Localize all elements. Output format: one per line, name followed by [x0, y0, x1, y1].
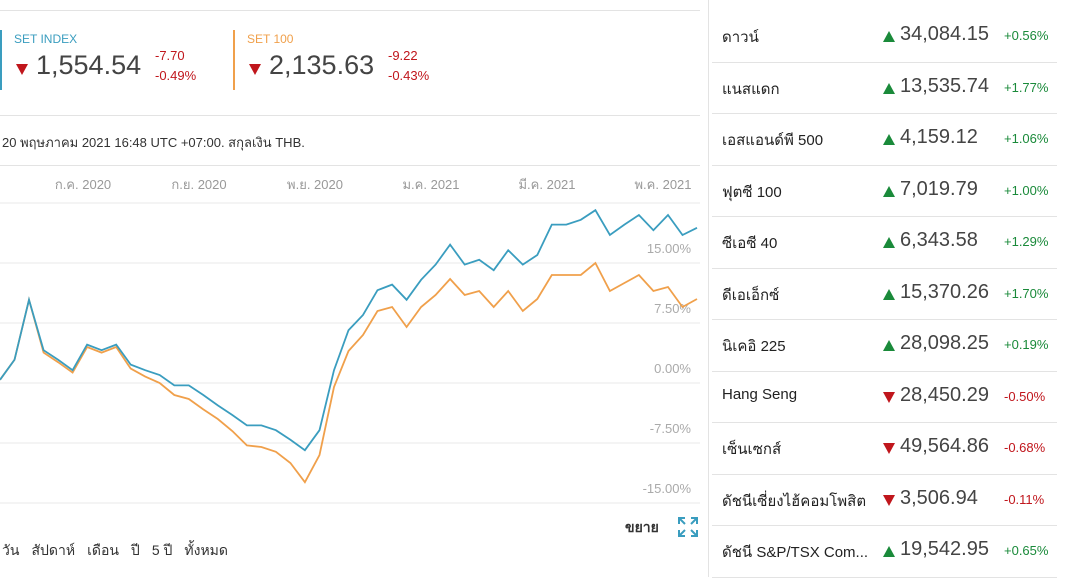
market-change: +0.65% [1004, 543, 1049, 558]
index-change-pct: -0.49% [155, 68, 197, 83]
market-change: +1.00% [1004, 182, 1049, 198]
market-change: +1.77% [1004, 79, 1049, 95]
market-row[interactable]: นิเคอิ 225 28,098.25 +0.19% [712, 319, 1057, 372]
market-row[interactable]: ดาวน์ 34,084.15 +0.56% [712, 10, 1057, 63]
direction-arrow [883, 443, 895, 454]
chart: 15.00% 7.50% 0.00% -7.50% -15.00% ก.ค. 2020 ก.… [0, 165, 700, 504]
direction-arrow [883, 185, 895, 197]
market-name: แนสแดก [722, 80, 780, 98]
y-tick-label: 0.00% [654, 361, 691, 376]
direction-arrow [883, 134, 895, 145]
market-name: ดัชนี S&P/TSX Com... [722, 544, 869, 561]
direction-arrow [883, 494, 895, 506]
direction-arrow [16, 64, 28, 75]
expand-glyph [678, 517, 698, 537]
divider [0, 10, 700, 11]
range-tab[interactable]: ทั้งหมด [184, 542, 228, 558]
range-tab[interactable]: 5 ปี [151, 542, 173, 558]
market-value: 15,370.26 [900, 280, 989, 303]
series-line [0, 261, 698, 484]
direction-arrow [883, 340, 895, 351]
market-row[interactable]: แนสแดก 13,535.74 +1.77% [712, 62, 1057, 114]
market-name: Hang Seng [722, 385, 798, 403]
index-bar [0, 30, 2, 90]
direction-arrow [883, 391, 895, 403]
series-line [0, 208, 698, 452]
market-row[interactable]: เอสแอนด์พี 500 4,159.12 +1.06% [712, 113, 1057, 166]
market-row[interactable]: เซ็นเซกส์ 49,564.86 -0.68% [712, 422, 1057, 475]
expand-icon[interactable] [677, 516, 699, 538]
direction-arrow [883, 546, 895, 557]
market-change: +0.19% [1004, 337, 1049, 352]
index-value: 1,554.54 [36, 50, 142, 80]
market-name: เซ็นเซกส์ [722, 441, 782, 458]
market-change: -0.50% [1004, 388, 1046, 404]
market-change: +0.56% [1004, 28, 1049, 43]
divider [708, 0, 709, 577]
market-name: เอสแอนด์พี 500 [722, 132, 824, 149]
direction-arrow [883, 82, 895, 94]
market-change: -0.68% [1004, 440, 1046, 455]
expand-button[interactable]: ขยาย [625, 519, 659, 535]
market-value: 7,019.79 [900, 177, 978, 200]
market-row[interactable]: ซีเอซี 40 6,343.58 +1.29% [712, 216, 1057, 269]
index-name: SET INDEX [14, 32, 78, 46]
index-change: -7.70 [155, 48, 185, 63]
market-value: 28,450.29 [900, 383, 989, 406]
x-tick-label: มี.ค. 2021 [518, 177, 575, 192]
y-tick-label: -15.00% [643, 481, 692, 496]
market-row[interactable]: ดัชนีเซี่ยงไฮ้คอมโพสิต 3,506.94 -0.11% [712, 474, 1057, 526]
index-value: 2,135.63 [269, 50, 375, 80]
market-row[interactable]: Hang Seng 28,450.29 -0.50% [712, 371, 1057, 423]
x-tick-label: ก.ย. 2020 [171, 177, 226, 192]
market-name: นิเคอิ 225 [722, 338, 786, 355]
x-tick-label: พ.ย. 2020 [287, 177, 343, 192]
market-value: 49,564.86 [900, 435, 989, 457]
direction-arrow [883, 31, 895, 42]
market-value: 34,084.15 [900, 23, 989, 45]
range-tab[interactable]: ปี [130, 542, 140, 558]
market-value: 6,343.58 [900, 229, 978, 251]
market-name: ดาวน์ [722, 29, 759, 46]
range-tab[interactable]: สัปดาห์ [31, 542, 76, 558]
y-tick-label: -7.50% [650, 421, 692, 436]
direction-arrow [883, 237, 895, 248]
market-name: ซีเอซี 40 [722, 235, 778, 252]
timestamp: 20 พฤษภาคม 2021 16:48 UTC +07:00. สกุลเง… [2, 135, 305, 150]
range-tab[interactable]: เดือน [87, 542, 119, 558]
market-value: 13,535.74 [900, 74, 989, 97]
y-tick-label: 7.50% [654, 301, 691, 316]
market-row[interactable]: ดีเอเอ็กซ์ 15,370.26 +1.70% [712, 268, 1057, 320]
index-change: -9.22 [388, 48, 418, 63]
x-tick-label: ก.ค. 2020 [55, 177, 111, 192]
x-tick-label: ม.ค. 2021 [402, 177, 459, 192]
market-change: +1.29% [1004, 234, 1049, 249]
market-row[interactable]: ดัชนี S&P/TSX Com... 19,542.95 +0.65% [712, 525, 1057, 578]
direction-arrow [249, 64, 261, 75]
market-name: ดีเอเอ็กซ์ [722, 286, 780, 304]
market-change: +1.70% [1004, 285, 1049, 301]
market-name: ดัชนีเซี่ยงไฮ้คอมโพสิต [722, 492, 867, 510]
market-value: 3,506.94 [900, 486, 978, 509]
market-row[interactable]: ฟุตซี 100 7,019.79 +1.00% [712, 165, 1057, 217]
index-bar [233, 30, 235, 90]
index-name: SET 100 [247, 32, 294, 46]
index-change-pct: -0.43% [388, 68, 430, 83]
market-name: ฟุตซี 100 [722, 183, 782, 201]
range-tabs: วัน สัปดาห์ เดือน ปี 5 ปี ทั้งหมด [2, 540, 228, 562]
market-value: 28,098.25 [900, 332, 989, 354]
x-tick-label: พ.ค. 2021 [634, 177, 691, 192]
market-value: 19,542.95 [900, 538, 989, 560]
direction-arrow [883, 288, 895, 300]
y-tick-label: 15.00% [647, 241, 692, 256]
range-tab[interactable]: วัน [2, 542, 20, 558]
market-change: -0.11% [1004, 491, 1045, 507]
market-value: 4,159.12 [900, 126, 978, 148]
divider [0, 115, 700, 116]
market-change: +1.06% [1004, 131, 1049, 146]
